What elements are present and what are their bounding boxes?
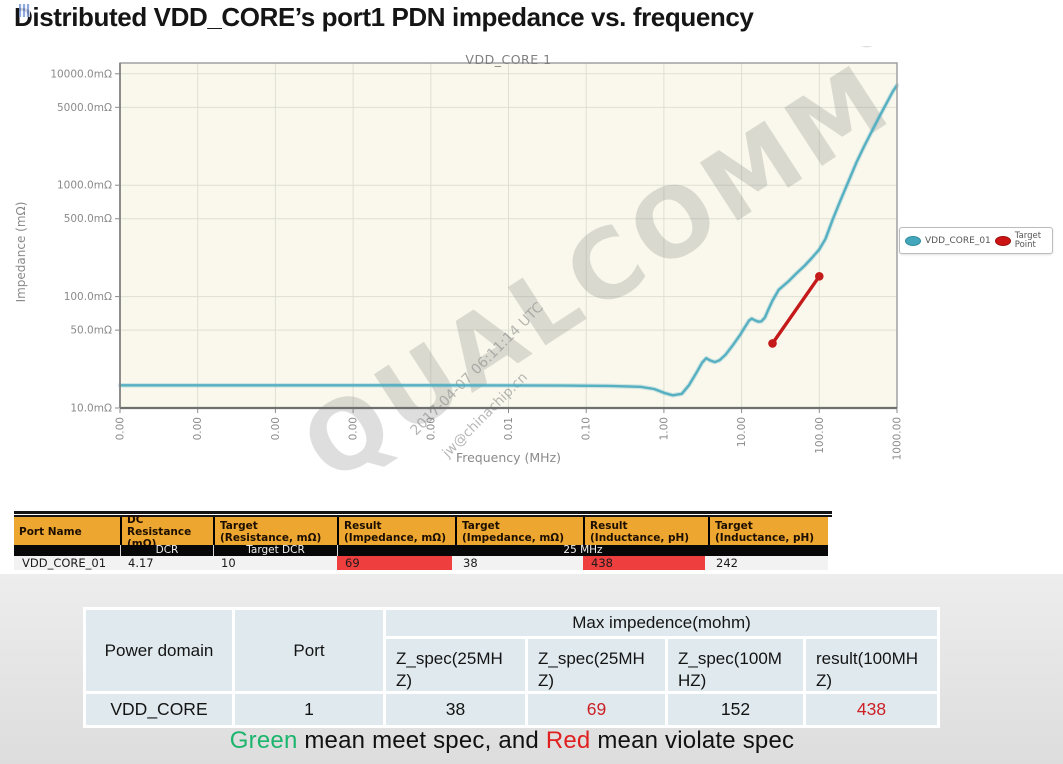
col-header-port-name: Port Name (14, 517, 120, 545)
cell-port-name: VDD_CORE_01 (14, 556, 120, 570)
cell-result-impedance: 69 (337, 556, 455, 570)
cell-result-inductance: 438 (583, 556, 708, 570)
x-tick-label: 100.00 (814, 417, 826, 454)
y-tick-label: 100.0mΩ (64, 291, 112, 303)
summary-cell-port: 1 (235, 694, 383, 725)
x-tick-label: 0.00 (192, 417, 204, 440)
legend-caption: Green mean meet spec, and Red mean viola… (0, 727, 1024, 755)
cell-target-impedance: 38 (455, 556, 583, 570)
legend-label-target: Target Point (1014, 230, 1042, 250)
col-header-result-impedance: Result (Impedance, mΩ) (337, 517, 455, 545)
col-header-target-impedance: Target (Impedance, mΩ) (455, 517, 583, 545)
summary-header-result100: result(100MH Z) (806, 639, 937, 691)
x-tick-label: 0.00 (348, 417, 360, 440)
impedance-summary-table: Power domain Port Max impedence(mohm) Z_… (83, 607, 940, 728)
table-row: VDD_CORE_01 4.17 10 69 38 438 242 (14, 556, 828, 570)
target-marker-icon (994, 235, 1011, 246)
table-header-row: Port Name DC Resistance (mΩ) Target (Res… (14, 514, 828, 550)
impedance-chart: QUALCOMM®2017-04-07 06:11:14 UTCjw@china… (14, 46, 1055, 500)
x-tick-label: 0.10 (581, 417, 593, 440)
pdn-results-table: Port Name DC Resistance (mΩ) Target (Res… (14, 511, 832, 570)
caption-text-2: mean violate spec (590, 727, 795, 754)
target-point-marker (768, 339, 777, 348)
artifact-icon (19, 4, 30, 17)
summary-header-port: Port (235, 610, 383, 691)
cell-dcr: 4.17 (120, 556, 213, 570)
x-tick-label: 0.00 (270, 417, 282, 440)
caption-green: Green (229, 727, 298, 754)
summary-header-zspec100: Z_spec(100M HZ) (668, 639, 803, 691)
summary-cell-result25: 69 (528, 694, 665, 725)
subheader-blank (14, 545, 120, 556)
x-tick-label: 1000.00 (892, 417, 904, 460)
series-marker-icon (905, 235, 921, 246)
legend-label-series: VDD_CORE_01 (925, 235, 991, 246)
x-tick-label: 0.00 (115, 417, 127, 440)
subheader-frequency: 25 MHz (337, 545, 828, 556)
col-header-dc-resistance: DC Resistance (mΩ) (120, 514, 213, 550)
summary-header-zspec25-1: Z_spec(25MH Z) (386, 639, 525, 691)
col-header-result-inductance: Result (Inductance, pH) (583, 517, 708, 545)
y-tick-label: 500.0mΩ (64, 213, 112, 225)
table-top-border (14, 511, 832, 517)
subheader-target-dcr: Target DCR (213, 545, 337, 556)
caption-text-1: mean meet spec, and (297, 727, 546, 754)
summary-header-power-domain: Power domain (86, 610, 232, 691)
page-title: Distributed VDD_CORE’s port1 PDN impedan… (14, 2, 754, 32)
summary-cell-result100: 438 (806, 694, 937, 725)
x-axis-title: Frequency (MHz) (455, 450, 562, 465)
y-tick-label: 10000.0mΩ (50, 68, 112, 80)
summary-header-max-impedance: Max impedence(mohm) (386, 610, 937, 636)
target-point-marker (815, 272, 824, 281)
x-tick-label: 10.00 (736, 417, 748, 447)
y-tick-label: 10.0mΩ (70, 403, 112, 415)
plot-canvas: QUALCOMM®2017-04-07 06:11:14 UTCjw@china… (50, 46, 940, 498)
y-tick-label: 1000.0mΩ (57, 180, 112, 192)
impedance-curve (120, 84, 899, 397)
y-tick-label: 5000.0mΩ (57, 102, 112, 114)
x-tick-label: 0.01 (503, 417, 515, 440)
chart-title: VDD_CORE 1 (465, 52, 552, 67)
summary-cell-zspec100: 152 (668, 694, 803, 725)
chart-legend: VDD_CORE_01 Target Point (899, 227, 1053, 254)
x-tick-label: 1.00 (658, 417, 670, 440)
subheader-dcr: DCR (120, 545, 213, 556)
summary-cell-zspec25: 38 (386, 694, 525, 725)
table-subheader-row: DCR Target DCR 25 MHz (14, 545, 828, 556)
caption-red: Red (545, 727, 591, 754)
cell-target-inductance: 242 (708, 556, 828, 570)
col-header-target-inductance: Target (Inductance, pH) (708, 517, 828, 545)
summary-header-zspec25-2: Z_spec(25MH Z) (528, 639, 665, 691)
y-axis-title: Impedance (mΩ) (14, 201, 28, 303)
target-line (771, 275, 821, 345)
x-tick-label: 0.00 (425, 417, 437, 440)
cell-target-dcr: 10 (213, 556, 337, 570)
y-tick-label: 50.0mΩ (70, 325, 112, 337)
col-header-target-resistance: Target (Resistance, mΩ) (213, 517, 337, 545)
summary-cell-power-domain: VDD_CORE (86, 694, 232, 725)
